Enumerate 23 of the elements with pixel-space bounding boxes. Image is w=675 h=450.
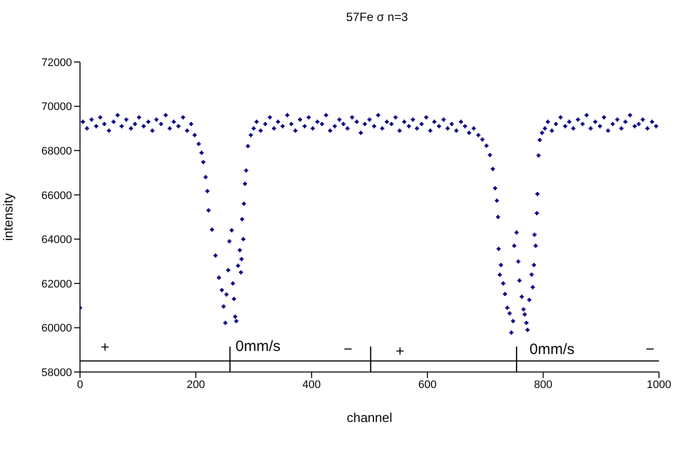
chart-title: 57Fe σ n=3	[345, 10, 409, 24]
y-tick-label: 58000	[41, 366, 72, 379]
annotation: −	[646, 340, 654, 360]
annotation: +	[396, 342, 404, 362]
y-axis-title: intensity	[0, 192, 16, 241]
y-tick-label: 66000	[41, 190, 72, 202]
x-tick-label: 600	[418, 378, 437, 391]
x-tick-label: 400	[302, 378, 321, 391]
x-axis-title: channel	[346, 410, 392, 425]
x-tick-label: 800	[534, 378, 552, 391]
y-tick-label: 60000	[41, 322, 72, 335]
x-tick-label: 200	[186, 378, 205, 391]
y-tick-label: 72000	[41, 56, 72, 69]
y-tick-label: 64000	[41, 234, 72, 246]
annotation: −	[344, 340, 352, 360]
annotation: 0mm/s	[530, 340, 574, 360]
annotation: 0mm/s	[236, 337, 280, 357]
y-tick-label: 70000	[41, 101, 72, 114]
y-tick-label: 68000	[41, 145, 72, 158]
x-tick-label: 0	[76, 378, 84, 391]
x-tick-label: 1000	[646, 378, 672, 391]
y-tick-label: 62000	[41, 278, 72, 290]
annotation: +	[100, 338, 110, 358]
